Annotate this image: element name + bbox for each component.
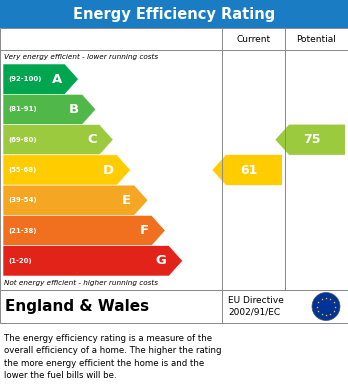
Polygon shape (3, 94, 96, 125)
Text: Not energy efficient - higher running costs: Not energy efficient - higher running co… (4, 280, 158, 286)
Text: B: B (69, 103, 79, 116)
Polygon shape (3, 185, 148, 215)
Polygon shape (3, 125, 113, 155)
Text: Current: Current (236, 34, 270, 43)
Text: EU Directive
2002/91/EC: EU Directive 2002/91/EC (228, 296, 284, 317)
Text: Potential: Potential (296, 34, 337, 43)
Text: Very energy efficient - lower running costs: Very energy efficient - lower running co… (4, 54, 158, 60)
Bar (0, 0, 348, 28)
Polygon shape (3, 155, 130, 185)
Text: D: D (103, 163, 114, 176)
Text: E: E (122, 194, 131, 207)
Text: (1-20): (1-20) (8, 258, 32, 264)
Text: (92-100): (92-100) (8, 76, 41, 82)
Polygon shape (3, 64, 78, 94)
Text: A: A (52, 73, 62, 86)
Text: The energy efficiency rating is a measure of the
overall efficiency of a home. T: The energy efficiency rating is a measur… (4, 334, 221, 380)
Bar (0, 290, 348, 323)
Text: (39-54): (39-54) (8, 197, 37, 203)
Text: 75: 75 (303, 133, 321, 146)
Polygon shape (3, 246, 183, 276)
Text: 61: 61 (240, 163, 258, 176)
Polygon shape (275, 125, 345, 155)
Circle shape (312, 292, 340, 321)
Bar (0, 28, 348, 290)
Text: F: F (140, 224, 149, 237)
Text: (21-38): (21-38) (8, 228, 37, 233)
Text: G: G (155, 255, 166, 267)
Text: (69-80): (69-80) (8, 137, 37, 143)
Polygon shape (212, 155, 282, 185)
Text: C: C (87, 133, 96, 146)
Text: England & Wales: England & Wales (5, 299, 149, 314)
Polygon shape (3, 215, 165, 246)
Text: Energy Efficiency Rating: Energy Efficiency Rating (73, 7, 275, 22)
Text: (81-91): (81-91) (8, 106, 37, 113)
Text: (55-68): (55-68) (8, 167, 36, 173)
